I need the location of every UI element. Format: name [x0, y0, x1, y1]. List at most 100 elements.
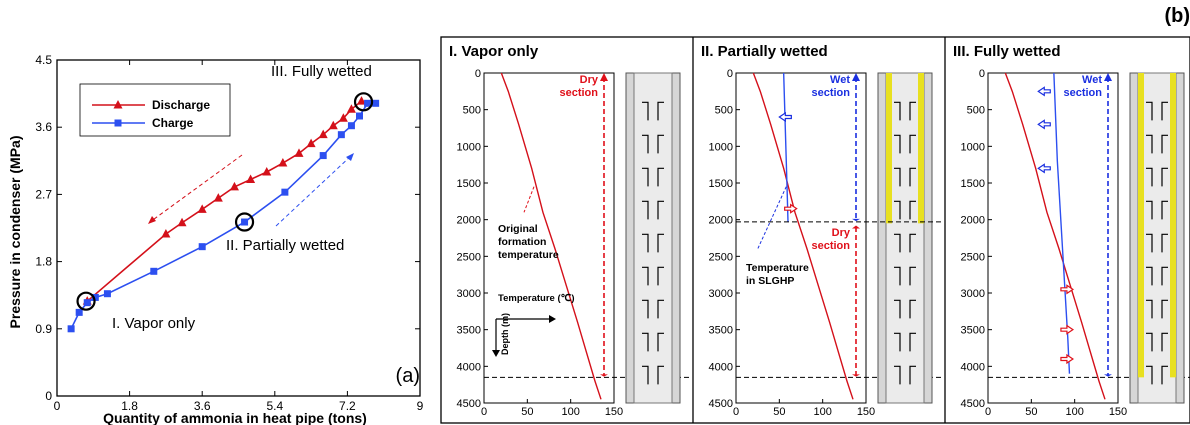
y-tick-label: 4000 [457, 361, 481, 373]
arrowhead [1104, 73, 1112, 81]
y-tick-label: 3000 [961, 288, 985, 300]
pipe-joint-mark [1161, 299, 1168, 319]
data-point-charge [364, 99, 372, 107]
arrowhead [852, 73, 860, 81]
pipe-joint-mark [642, 134, 649, 154]
legend-entry: Discharge [152, 98, 210, 112]
y-tick-label: 1.8 [35, 255, 52, 269]
y-tick-label: 4000 [961, 361, 985, 373]
y-tick-label: 3500 [709, 325, 733, 337]
arrowhead [852, 225, 860, 229]
x-tick-label: 0 [54, 399, 61, 413]
data-point-discharge [197, 204, 207, 213]
panel-title: II. Partially wetted [701, 43, 828, 60]
x-tick-label: 150 [605, 406, 623, 418]
y-tick-label: 2000 [709, 215, 733, 227]
data-point-discharge [338, 113, 348, 122]
series-line-discharge [86, 100, 363, 302]
data-point-charge [198, 243, 206, 251]
series-line [752, 72, 854, 400]
pipe-joint-mark [909, 266, 916, 286]
pipe-joint-mark [894, 332, 901, 352]
slghp-temperature-label: Temperature [746, 262, 809, 274]
pipe-joint-mark [1146, 167, 1153, 187]
heat-flow-arrow [1037, 119, 1051, 130]
heat-flow-arrow [1060, 284, 1075, 295]
y-tick-label: 3.6 [35, 120, 52, 134]
y-tick-label: 4.5 [35, 53, 52, 67]
legend-entry: Charge [152, 116, 194, 130]
depth-profile-1: I. Vapor only050010001500200025003000350… [449, 43, 689, 418]
pipe-joint-mark [657, 167, 664, 187]
regime-circle [234, 212, 255, 232]
x-tick-label: 7.2 [339, 399, 356, 413]
x-tick-label: 100 [1065, 406, 1083, 418]
data-point-charge [103, 290, 111, 298]
pipe-joint-mark [1146, 101, 1153, 121]
pipe-joint-mark [894, 167, 901, 187]
pipe-joint-mark [1146, 134, 1153, 154]
pipe-joint-mark [657, 134, 664, 154]
pipe-joint-mark [1161, 101, 1168, 121]
pipe-joint-mark [1161, 200, 1168, 220]
data-point-charge [319, 152, 327, 160]
panel-label-a: (a) [396, 365, 420, 387]
series-line [500, 72, 602, 400]
pipe-joint-mark [909, 167, 916, 187]
pipe-joint-mark [894, 200, 901, 220]
data-point-discharge [213, 193, 223, 202]
pipe-joint-mark [1146, 299, 1153, 319]
pipe-joint-mark [657, 233, 664, 253]
x-tick-label: 150 [1109, 406, 1127, 418]
panel-b-frame [440, 36, 1190, 424]
y-tick-label: 3500 [961, 325, 985, 337]
pipe-joint-mark [642, 101, 649, 121]
data-point-charge [91, 293, 99, 301]
y-tick-label: 1500 [961, 178, 985, 190]
x-tick-label: 5.4 [266, 399, 283, 413]
label-pointer [757, 186, 787, 250]
data-point-charge [150, 267, 158, 275]
chart-b: I. Vapor only050010001500200025003000350… [440, 36, 1190, 424]
y-tick-label: 1000 [709, 141, 733, 153]
x-tick-label: 100 [813, 406, 831, 418]
discharge-direction-arrow [149, 154, 243, 223]
regime-circle [353, 92, 374, 112]
panel-title: III. Fully wetted [953, 43, 1061, 60]
pipe-joint-mark [1146, 266, 1153, 286]
data-point-charge [67, 325, 75, 333]
depth-profile-3: III. Fully wetted05001000150020002500300… [953, 43, 1190, 418]
series-line [782, 72, 789, 222]
pipe-joint-mark [657, 332, 664, 352]
y-tick-label: 3000 [709, 288, 733, 300]
data-point-discharge [346, 104, 356, 113]
data-point-discharge [246, 174, 256, 183]
pipe-joint-mark [657, 299, 664, 319]
pipe-joint-mark [642, 365, 649, 385]
y-tick-label: 3000 [457, 288, 481, 300]
pipe-inner [633, 72, 673, 404]
pipe-joint-mark [1146, 200, 1153, 220]
pipe-joint-mark [894, 365, 901, 385]
x-tick-label: 1.8 [121, 399, 138, 413]
pipe-joint-mark [1161, 332, 1168, 352]
pipe-joint-mark [1146, 233, 1153, 253]
pipe-joint-mark [894, 266, 901, 286]
pipe-joint-mark [1161, 233, 1168, 253]
chart-a: 0 1.8 3.6 5.4 7.2 9 0 0.9 1.8 2.7 3.6 4.5 Discharge C… [35, 53, 423, 413]
y-tick-label: 2500 [709, 251, 733, 263]
x-tick-label: 50 [1025, 406, 1037, 418]
dry-section-label: section [811, 240, 850, 252]
y-tick-label: 2000 [961, 215, 985, 227]
wet-film-left [886, 73, 892, 224]
pipe-joint-mark [657, 365, 664, 385]
x-axis-label: Quantity of ammonia in heat pipe (tons) [103, 410, 367, 425]
data-point-discharge [262, 167, 272, 176]
formation-temperature-label: temperature [498, 249, 559, 261]
data-point-charge [241, 218, 249, 226]
y-tick-label: 1000 [961, 141, 985, 153]
pipe-joint-mark [894, 101, 901, 121]
wet-film-right [918, 73, 924, 224]
pipe-joint-mark [642, 233, 649, 253]
y-tick-label: 0 [979, 68, 985, 80]
